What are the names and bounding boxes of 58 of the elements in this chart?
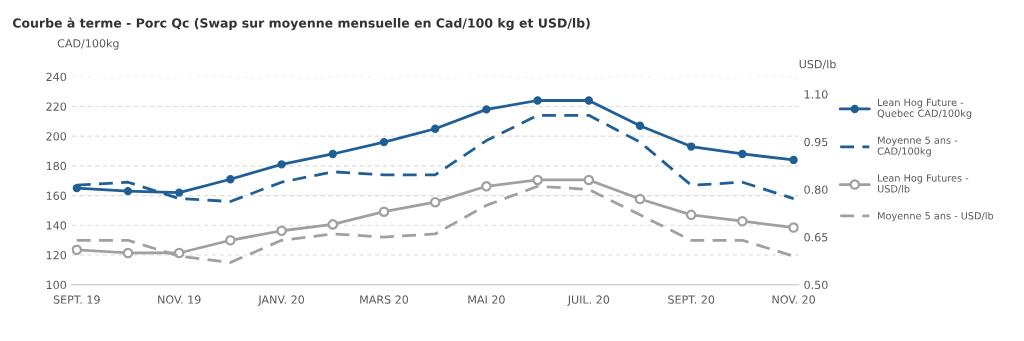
point xyxy=(583,174,595,186)
point xyxy=(276,225,287,237)
y2-tick-label: 1.10 xyxy=(804,90,828,99)
y2-axis-title: USD/lb xyxy=(799,59,836,70)
point xyxy=(685,209,697,221)
point xyxy=(584,96,593,105)
point xyxy=(429,196,441,208)
point xyxy=(175,188,184,197)
point xyxy=(378,206,390,217)
point xyxy=(122,247,134,259)
point xyxy=(635,121,645,130)
point xyxy=(71,244,83,256)
legend-label: Lean Hog Future - Quebec CAD/100kg xyxy=(877,98,972,119)
point xyxy=(789,155,798,165)
x-tick-label: SEPT. 20 xyxy=(668,295,715,304)
point xyxy=(123,186,133,196)
point xyxy=(173,247,185,259)
y-axis-title: CAD/100kg xyxy=(57,38,119,50)
x-tick-label: JUIL. 20 xyxy=(567,295,610,306)
chart-title: Courbe à terme - Porc Qc (Swap sur moyenne mensuelle en Cad/100 kg et USD/lb) xyxy=(12,17,590,31)
point xyxy=(277,160,286,169)
y-tick-label: 240 xyxy=(46,72,67,82)
y-tick-label: 180 xyxy=(46,161,67,171)
point xyxy=(327,219,339,230)
y-tick-label: 220 xyxy=(46,102,67,111)
point xyxy=(225,235,236,246)
point xyxy=(687,142,696,151)
y2-tick-label: 0.50 xyxy=(804,280,828,290)
legend-label: Lean Hog Futures - USD/lb xyxy=(877,174,969,194)
legend-label: Moyenne 5 ans - CAD/100kg xyxy=(877,136,958,157)
x-tick-label: MAI 20 xyxy=(468,295,505,304)
y-tick-label: 200 xyxy=(46,132,67,141)
y-tick-label: 160 xyxy=(46,191,67,200)
y-tick-label: 120 xyxy=(46,250,67,260)
point xyxy=(431,124,440,133)
legend-label: Moyenne 5 ans - USD/lb xyxy=(878,211,994,222)
x-tick-label: SEPT. 19 xyxy=(53,295,100,304)
y2-tick-label: 0.95 xyxy=(804,137,828,147)
point xyxy=(72,183,81,193)
point xyxy=(226,175,235,184)
point xyxy=(481,181,492,192)
point xyxy=(532,174,543,186)
y-tick-label: 100 xyxy=(46,280,67,290)
y2-tick-label: 0.80 xyxy=(804,185,828,194)
point xyxy=(738,149,747,159)
point xyxy=(634,193,646,205)
point xyxy=(737,215,748,227)
x-tick-label: NOV. 20 xyxy=(772,295,815,304)
point xyxy=(788,222,799,233)
y-tick-label: 140 xyxy=(46,221,67,230)
x-tick-label: JANV. 20 xyxy=(257,295,305,306)
point xyxy=(328,149,337,159)
point xyxy=(379,137,389,147)
x-tick-label: MARS 20 xyxy=(360,295,409,304)
point xyxy=(533,96,542,105)
point xyxy=(482,105,491,114)
y2-tick-label: 0.65 xyxy=(804,233,828,242)
x-tick-label: NOV. 19 xyxy=(158,295,201,304)
